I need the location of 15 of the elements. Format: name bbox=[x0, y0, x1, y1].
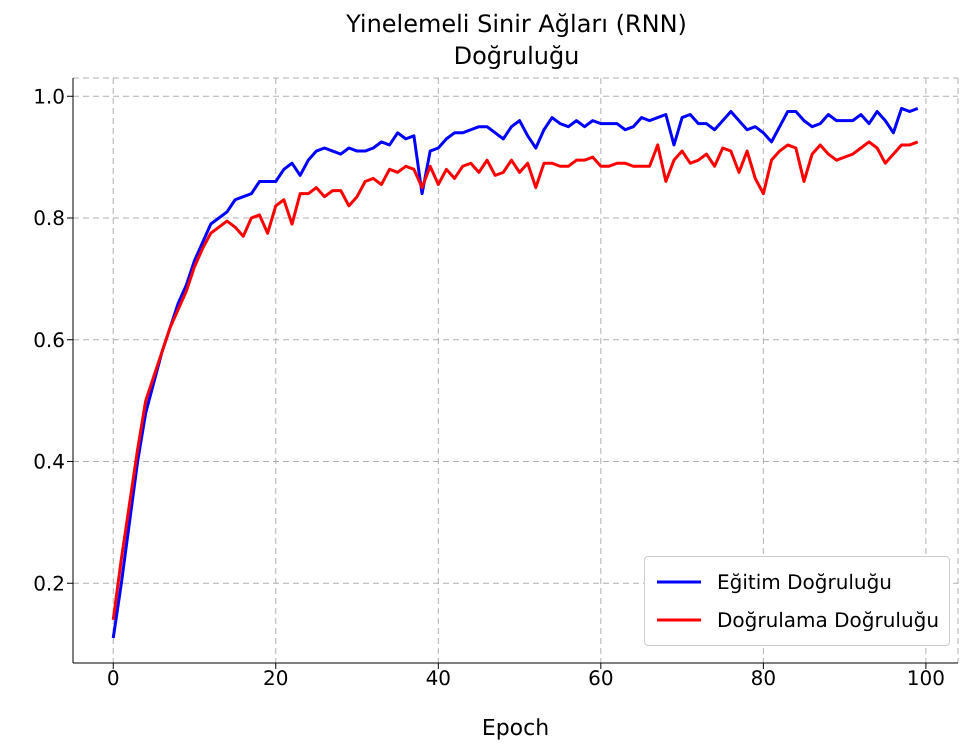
y-tick-label: 0.6 bbox=[33, 328, 65, 352]
y-tick-label: 1.0 bbox=[33, 84, 65, 108]
x-tick-label: 20 bbox=[263, 666, 288, 690]
x-tick-label: 100 bbox=[906, 666, 945, 690]
legend-label: Doğrulama Doğruluğu bbox=[717, 608, 939, 632]
x-tick-label: 80 bbox=[750, 666, 776, 690]
x-axis-title: Epoch bbox=[482, 716, 550, 741]
y-tick-label: 0.2 bbox=[33, 571, 65, 596]
chart-title: Yinelemeli Sinir Ağları (RNN) Doğruluğu bbox=[345, 9, 688, 72]
x-tick-label: 40 bbox=[426, 666, 452, 690]
y-tick-label: 0.4 bbox=[33, 450, 65, 474]
legend-label: Eğitim Doğruluğu bbox=[717, 570, 892, 594]
x-tick-label: 0 bbox=[106, 666, 120, 690]
y-tick-label: 0.8 bbox=[33, 206, 65, 230]
x-tick-label: 60 bbox=[588, 666, 614, 690]
